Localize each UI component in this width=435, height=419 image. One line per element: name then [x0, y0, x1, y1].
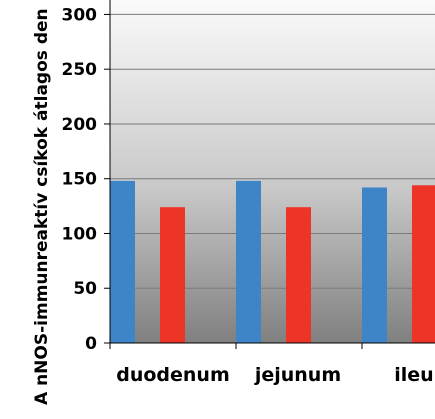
y-tick-label: 300 [62, 5, 98, 25]
x-category-label: duodenum [116, 364, 230, 386]
y-axis-title: A nNOS-immunreaktív csíkok átlagos den [32, 8, 52, 405]
y-tick-label: 0 [85, 334, 97, 354]
axes [109, 0, 435, 349]
y-tick-label: 200 [62, 115, 98, 135]
y-tick-labels: 0 50 100 150 200 250 300 [62, 5, 110, 354]
x-category-label: ileu [394, 364, 433, 386]
bar [236, 180, 261, 343]
bar [110, 180, 135, 343]
bar [362, 187, 387, 343]
bars [110, 180, 435, 343]
bar [160, 207, 185, 343]
x-category-labels: duodenum jejunum ileu [116, 364, 433, 386]
bar [412, 185, 435, 343]
y-tick-label: 150 [62, 170, 98, 190]
x-category-label: jejunum [254, 364, 341, 386]
bar [286, 207, 311, 343]
y-tick-label: 250 [62, 60, 98, 80]
y-tick-label: 100 [62, 224, 98, 244]
y-tick-label: 50 [73, 279, 97, 299]
